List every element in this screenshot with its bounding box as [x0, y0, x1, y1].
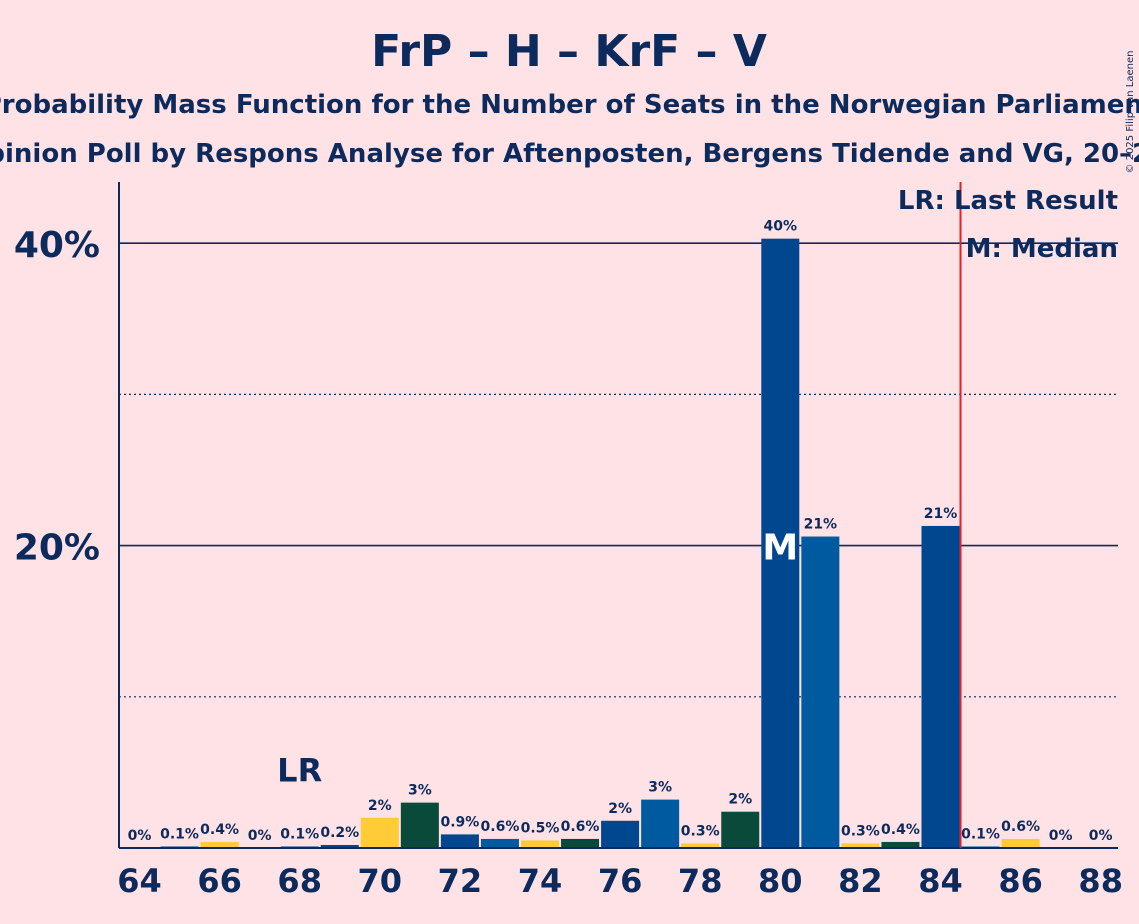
bar-label-seat-68: 0.1% — [280, 826, 319, 842]
bar-seat-75 — [561, 838, 600, 848]
bars — [160, 238, 1040, 848]
x-tick-label-66: 66 — [197, 862, 242, 900]
bar-label-seat-76: 2% — [608, 801, 632, 817]
x-tick-label-72: 72 — [438, 862, 483, 900]
chart-subtitle: Probability Mass Function for the Number… — [0, 90, 1139, 120]
bar-label-seat-70: 2% — [368, 798, 392, 814]
bar-label-seat-79: 2% — [728, 792, 752, 808]
chart-title: FrP – H – KrF – V — [371, 26, 767, 77]
bar-seat-73 — [480, 838, 519, 848]
legend-last-result: LR: Last Result — [898, 186, 1118, 216]
legend-median: M: Median — [966, 234, 1118, 264]
x-tick-label-84: 84 — [918, 862, 963, 900]
gridlines — [119, 242, 1118, 698]
x-tick-label-80: 80 — [758, 862, 803, 900]
bar-seat-79 — [721, 811, 760, 848]
bar-label-seat-71: 3% — [408, 783, 432, 799]
bar-label-seat-75: 0.6% — [561, 819, 600, 835]
bar-seat-66 — [200, 841, 239, 848]
y-tick-label-20: 20% — [14, 528, 100, 569]
bar-seat-71 — [400, 802, 439, 848]
bar-label-seat-77: 3% — [648, 780, 672, 796]
bar-label-seat-66: 0.4% — [200, 822, 239, 838]
x-tick-label-70: 70 — [358, 862, 403, 900]
bar-label-seat-65: 0.1% — [160, 826, 199, 842]
bar-label-seat-64: 0% — [128, 828, 152, 844]
bar-label-seat-81: 21% — [804, 517, 838, 533]
bar-seat-84 — [921, 525, 960, 848]
axes — [118, 182, 1118, 849]
bar-label-seat-80: 40% — [764, 219, 798, 235]
bar-seat-81 — [801, 536, 840, 848]
x-tick-label-76: 76 — [598, 862, 643, 900]
last-result-marker: LR — [277, 751, 322, 789]
x-tick-label-68: 68 — [277, 862, 322, 900]
x-tick-label-74: 74 — [518, 862, 563, 900]
chart-subtitle-2: Based on an Opinion Poll by Respons Anal… — [0, 139, 1139, 169]
bar-labels: 0% 0.1% 0.4% 0% 0.1% 0.2%2%3%0.9% 0.6% 0.5% 0.6%… — [128, 219, 1113, 844]
x-tick-label-78: 78 — [678, 862, 723, 900]
bar-label-seat-88: 0% — [1089, 828, 1113, 844]
bar-seat-74 — [521, 840, 559, 848]
bar-seat-77 — [641, 799, 680, 848]
markers: LR M — [277, 182, 962, 848]
bar-label-seat-73: 0.6% — [481, 819, 520, 835]
bar-seat-69 — [320, 844, 359, 848]
bar-label-seat-69: 0.2% — [320, 825, 359, 841]
bar-seat-80 — [761, 238, 800, 848]
bar-seat-70 — [360, 817, 399, 848]
copyright-note: © 2025 Filip van Laenen — [1125, 51, 1136, 174]
bar-seat-83 — [881, 841, 920, 848]
bar-seat-78 — [681, 843, 720, 848]
x-tick-label-64: 64 — [117, 862, 162, 900]
y-tick-label-40: 40% — [14, 225, 100, 266]
x-tick-label-82: 82 — [838, 862, 883, 900]
bar-label-seat-82: 0.3% — [841, 823, 880, 839]
bar-label-seat-86: 0.6% — [1001, 819, 1040, 835]
bar-label-seat-83: 0.4% — [881, 822, 920, 838]
bar-seat-72 — [440, 834, 479, 848]
bar-label-seat-85: 0.1% — [961, 826, 1000, 842]
tick-labels: 64 66 68 70 72 74 76 78 80 82 84 86 88 20% 40% — [14, 225, 1123, 900]
bar-label-seat-72: 0.9% — [440, 814, 479, 830]
median-marker: M — [762, 528, 798, 569]
x-tick-label-86: 86 — [998, 862, 1043, 900]
bar-label-seat-67: 0% — [248, 828, 272, 844]
bar-seat-76 — [601, 820, 640, 848]
bar-label-seat-84: 21% — [924, 506, 958, 522]
bar-seat-86 — [1001, 838, 1040, 848]
bar-seat-82 — [841, 843, 880, 848]
bar-label-seat-78: 0.3% — [681, 823, 720, 839]
x-tick-label-88: 88 — [1078, 862, 1123, 900]
bar-label-seat-74: 0.5% — [521, 820, 560, 836]
bar-label-seat-87: 0% — [1049, 828, 1073, 844]
